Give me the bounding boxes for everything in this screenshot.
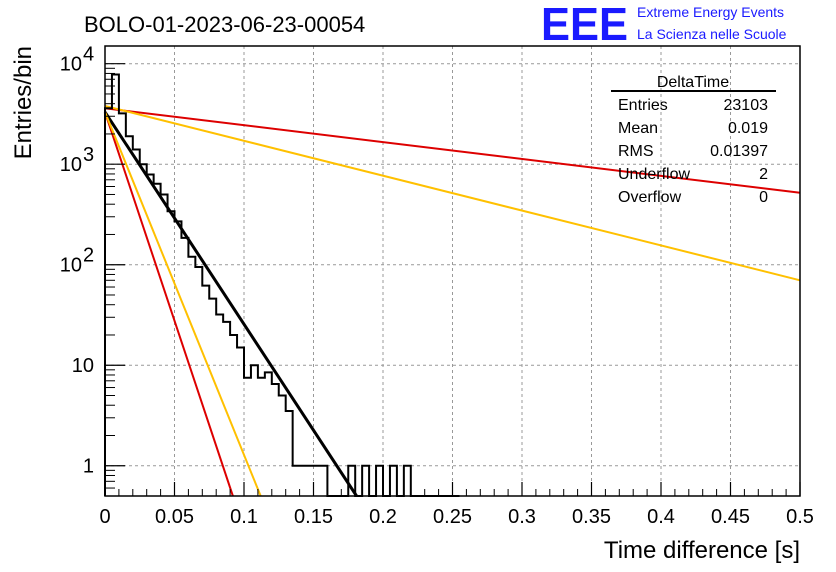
axis-ticks: 0 0.05 0.1 0.15 0.2 0.25 0.3 0.35 0.4 0.45 0.5 1 10 1…	[60, 44, 814, 528]
x-tick-label: 0.3	[508, 506, 536, 528]
x-tick-label: 0.45	[711, 506, 750, 528]
y-axis-label: Entries/bin	[10, 46, 37, 159]
stats-label: Underflow	[618, 166, 690, 183]
chart-title: BOLO-01-2023-06-23-00054	[84, 12, 365, 37]
x-tick-label: 0.4	[647, 506, 675, 528]
y-tick-exponent: 2	[83, 245, 94, 267]
y-tick-label: 10	[60, 54, 82, 76]
stats-label: RMS	[618, 143, 654, 160]
fit-line	[104, 111, 262, 497]
fit-line	[104, 111, 234, 497]
y-tick-exponent: 4	[83, 44, 94, 66]
x-axis-label: Time difference [s]	[604, 537, 800, 564]
x-tick-label: 0.5	[786, 506, 814, 528]
x-tick-label: 0.25	[433, 506, 472, 528]
stats-label: Entries	[618, 97, 668, 114]
histogram-bars	[104, 73, 460, 497]
y-tick-label: 1	[83, 456, 94, 478]
grid-lines	[105, 46, 800, 496]
fit-line	[104, 104, 801, 282]
fit-lines	[103, 104, 801, 497]
stats-value: 0.019	[728, 120, 768, 137]
x-tick-label: 0.1	[230, 506, 258, 528]
stats-box: DeltaTime Entries 23103 Mean 0.019 RMS 0.0139…	[611, 74, 776, 206]
x-tick-label: 0.2	[369, 506, 397, 528]
stats-label: Mean	[618, 120, 658, 137]
stats-label: Overflow	[618, 189, 682, 206]
stats-value: 0.01397	[710, 143, 768, 160]
logo-mark: EEE	[541, 0, 628, 50]
x-tick-label: 0.15	[294, 506, 333, 528]
x-tick-label: 0.35	[572, 506, 611, 528]
stats-value: 23103	[724, 97, 769, 114]
logo-line1: Extreme Energy Events	[637, 4, 784, 20]
fit-line	[103, 111, 358, 497]
y-tick-exponent: 3	[83, 144, 94, 166]
stats-value: 2	[759, 166, 768, 183]
stats-title: DeltaTime	[657, 74, 729, 91]
fit-line	[104, 107, 801, 194]
y-tick-label: 10	[72, 355, 94, 377]
stats-value: 0	[759, 189, 768, 206]
y-tick-label: 10	[60, 154, 82, 176]
logo-line2: La Scienza nelle Scuole	[637, 26, 787, 42]
x-tick-label: 0	[99, 506, 110, 528]
y-tick-label: 10	[60, 255, 82, 277]
x-tick-label: 0.05	[155, 506, 194, 528]
